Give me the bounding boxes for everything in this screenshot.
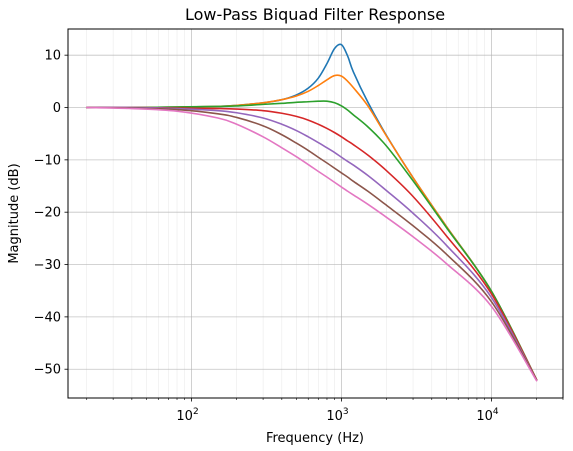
y-tick-label: 10	[44, 49, 61, 64]
series-line-3	[85, 100, 538, 381]
series-line-7	[85, 106, 538, 382]
x-axis-label: Frequency (Hz)	[266, 431, 364, 446]
x-tick-label: 104	[476, 407, 499, 424]
axis-ticks: 102 103 104 10 0 −10 −20 −30 −40 −50	[34, 49, 564, 424]
series-line-5	[85, 106, 538, 381]
y-tick-label: −40	[34, 310, 61, 325]
x-tick-label: 102	[176, 407, 198, 424]
series-lines	[85, 43, 538, 382]
y-tick-label: 0	[53, 101, 61, 116]
chart-title: Low-Pass Biquad Filter Response	[185, 5, 445, 24]
y-tick-label: −10	[34, 153, 61, 168]
grid-lines	[68, 29, 564, 398]
series-line-6	[85, 106, 538, 381]
y-tick-label: −20	[34, 206, 61, 221]
x-tick-label: 103	[326, 407, 348, 424]
y-tick-label: −50	[34, 363, 61, 378]
plot-frame	[67, 28, 564, 399]
series-line-4	[85, 106, 538, 381]
y-axis-label: Magnitude (dB)	[7, 163, 22, 263]
y-tick-label: −30	[34, 258, 61, 273]
